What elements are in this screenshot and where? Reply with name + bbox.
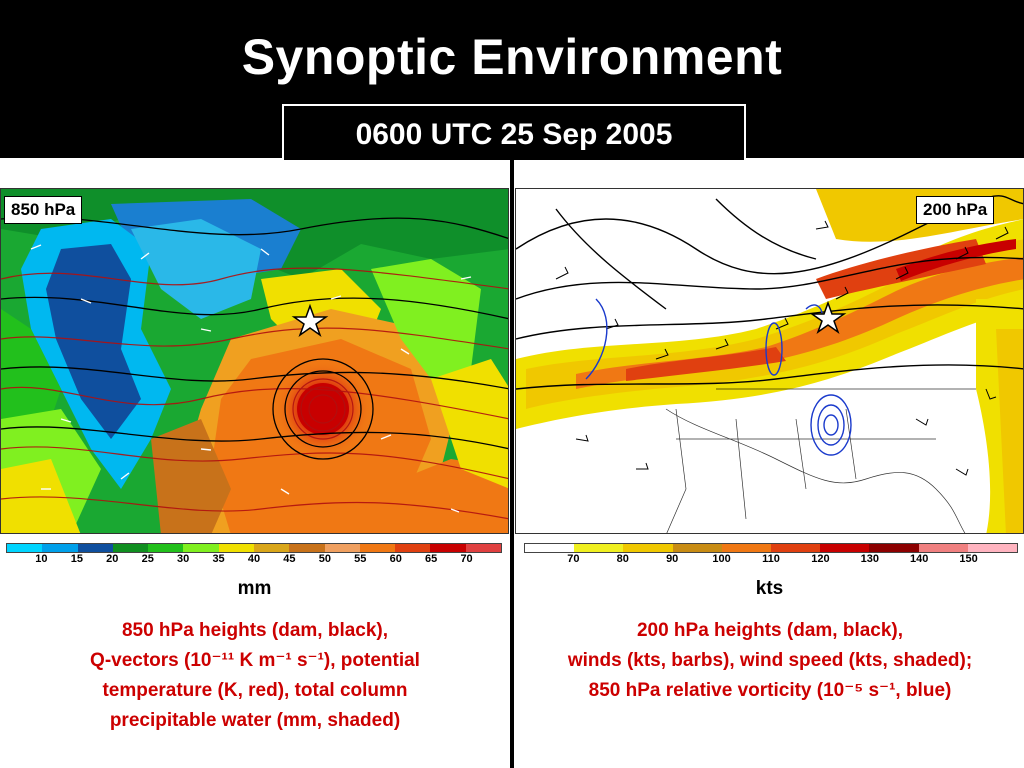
colorbar-wind-tick-label: 120 [811, 553, 830, 565]
colorbar-pw-tick-label: 10 [35, 553, 48, 565]
caption-850-line: precipitable water (mm, shaded) [109, 710, 401, 731]
colorbar-wind-tick-label: 90 [666, 553, 679, 565]
date-label: 0600 UTC 25 Sep 2005 [355, 118, 673, 151]
level-tag-850: 850 hPa [4, 196, 83, 224]
caption-200-line: 850 hPa relative vorticity (10⁻⁵ s⁻¹, bl… [588, 680, 952, 701]
level-tag-200: 200 hPa [916, 196, 995, 224]
colorbar-pw-tick-label: 55 [354, 553, 367, 565]
colorbar-wind-swatch [869, 544, 919, 552]
colorbar-wind-swatches [524, 543, 1018, 553]
colorbar-pw-tick-label: 30 [177, 553, 190, 565]
colorbar-wind-tick-label: 140 [910, 553, 929, 565]
colorbar-wind-swatch [721, 544, 772, 552]
caption-850-line: temperature (K, red), total column [102, 680, 408, 701]
colorbar-pw-swatch [183, 544, 219, 552]
colorbar-pw-swatch [7, 544, 43, 552]
colorbar-pw-tick-label: 65 [425, 553, 438, 565]
colorbar-pw-swatch [77, 544, 113, 552]
colorbar-wind-swatch [771, 544, 821, 552]
colorbar-wind-swatch [525, 544, 575, 552]
colorbar-wind-tick-label: 80 [616, 553, 629, 565]
colorbar-pw-swatch [218, 544, 254, 552]
colorbar-wind-tick-label: 70 [567, 553, 580, 565]
colorbar-pw-labels: 10 15 20 25 30 35 40 45 50 55 60 65 70 [6, 553, 502, 567]
caption-850-line: 850 hPa heights (dam, black), [121, 620, 389, 641]
colorbar-pw-tick-label: 60 [389, 553, 402, 565]
unit-label-mm: mm [237, 578, 272, 599]
caption-200-line: winds (kts, barbs), wind speed (kts, sha… [567, 650, 973, 671]
colorbar-pw-swatch [289, 544, 325, 552]
colorbar-wind-tick-label: 130 [860, 553, 879, 565]
caption-850: 850 hPa heights (dam, black), Q-vectors … [20, 616, 490, 736]
caption-200: 200 hPa heights (dam, black), winds (kts… [520, 616, 1020, 706]
colorbar-pw-tick-label: 35 [212, 553, 225, 565]
colorbar-pw-tick-label: 40 [247, 553, 261, 565]
header-band: Synoptic Environment 0600 UTC 25 Sep 200… [0, 0, 1024, 160]
colorbar-pw-tick-label: 70 [460, 553, 473, 565]
map-200hpa [515, 188, 1024, 534]
colorbar-wind-swatch [820, 544, 870, 552]
colorbar-pw-swatch [359, 544, 396, 552]
star-icon [809, 300, 847, 334]
colorbar-wind-swatch [574, 544, 624, 552]
colorbar-pw-swatch [253, 544, 290, 552]
colorbar-pw-tick-label: 50 [318, 553, 331, 565]
colorbar-pw-tick-label: 45 [283, 553, 296, 565]
colorbar-wind-swatch [967, 544, 1018, 552]
colorbar-pw-tick-label: 25 [141, 553, 154, 565]
date-box: 0600 UTC 25 Sep 2005 [282, 104, 746, 160]
colorbar-wind-swatch [672, 544, 722, 552]
colorbar-pw-swatch [324, 544, 360, 552]
caption-850-line: Q-vectors (10⁻¹¹ K m⁻¹ s⁻¹), potential [90, 650, 420, 671]
colorbar-pw-tick-label: 15 [70, 553, 83, 565]
caption-200-line: 200 hPa heights (dam, black), [636, 620, 904, 641]
map-850hpa [0, 188, 509, 534]
colorbar-wind-swatch [918, 544, 968, 552]
colorbar-pw-swatches [6, 543, 502, 553]
colorbar-wind-labels: 70 80 90 100 110 120 130 140 150 [524, 553, 1018, 567]
colorbar-pw: 10 15 20 25 30 35 40 45 50 55 60 65 70 [6, 543, 502, 567]
colorbar-pw-swatch [465, 544, 501, 552]
colorbar-pw-swatch [42, 544, 78, 552]
colorbar-wind: 70 80 90 100 110 120 130 140 150 [524, 543, 1018, 567]
panel-divider [510, 158, 514, 768]
colorbar-pw-swatch [148, 544, 184, 552]
star-icon [291, 303, 329, 337]
colorbar-wind-tick-label: 100 [712, 553, 731, 565]
colorbar-pw-swatch [112, 544, 149, 552]
colorbar-pw-swatch [430, 544, 466, 552]
colorbar-wind-swatch [623, 544, 673, 552]
unit-label-kts: kts [755, 578, 784, 599]
colorbar-wind-tick-label: 110 [762, 553, 780, 565]
colorbar-pw-tick-label: 20 [106, 553, 119, 565]
colorbar-wind-tick-label: 150 [959, 553, 978, 565]
colorbar-pw-swatch [395, 544, 431, 552]
page-title: Synoptic Environment [241, 29, 783, 85]
